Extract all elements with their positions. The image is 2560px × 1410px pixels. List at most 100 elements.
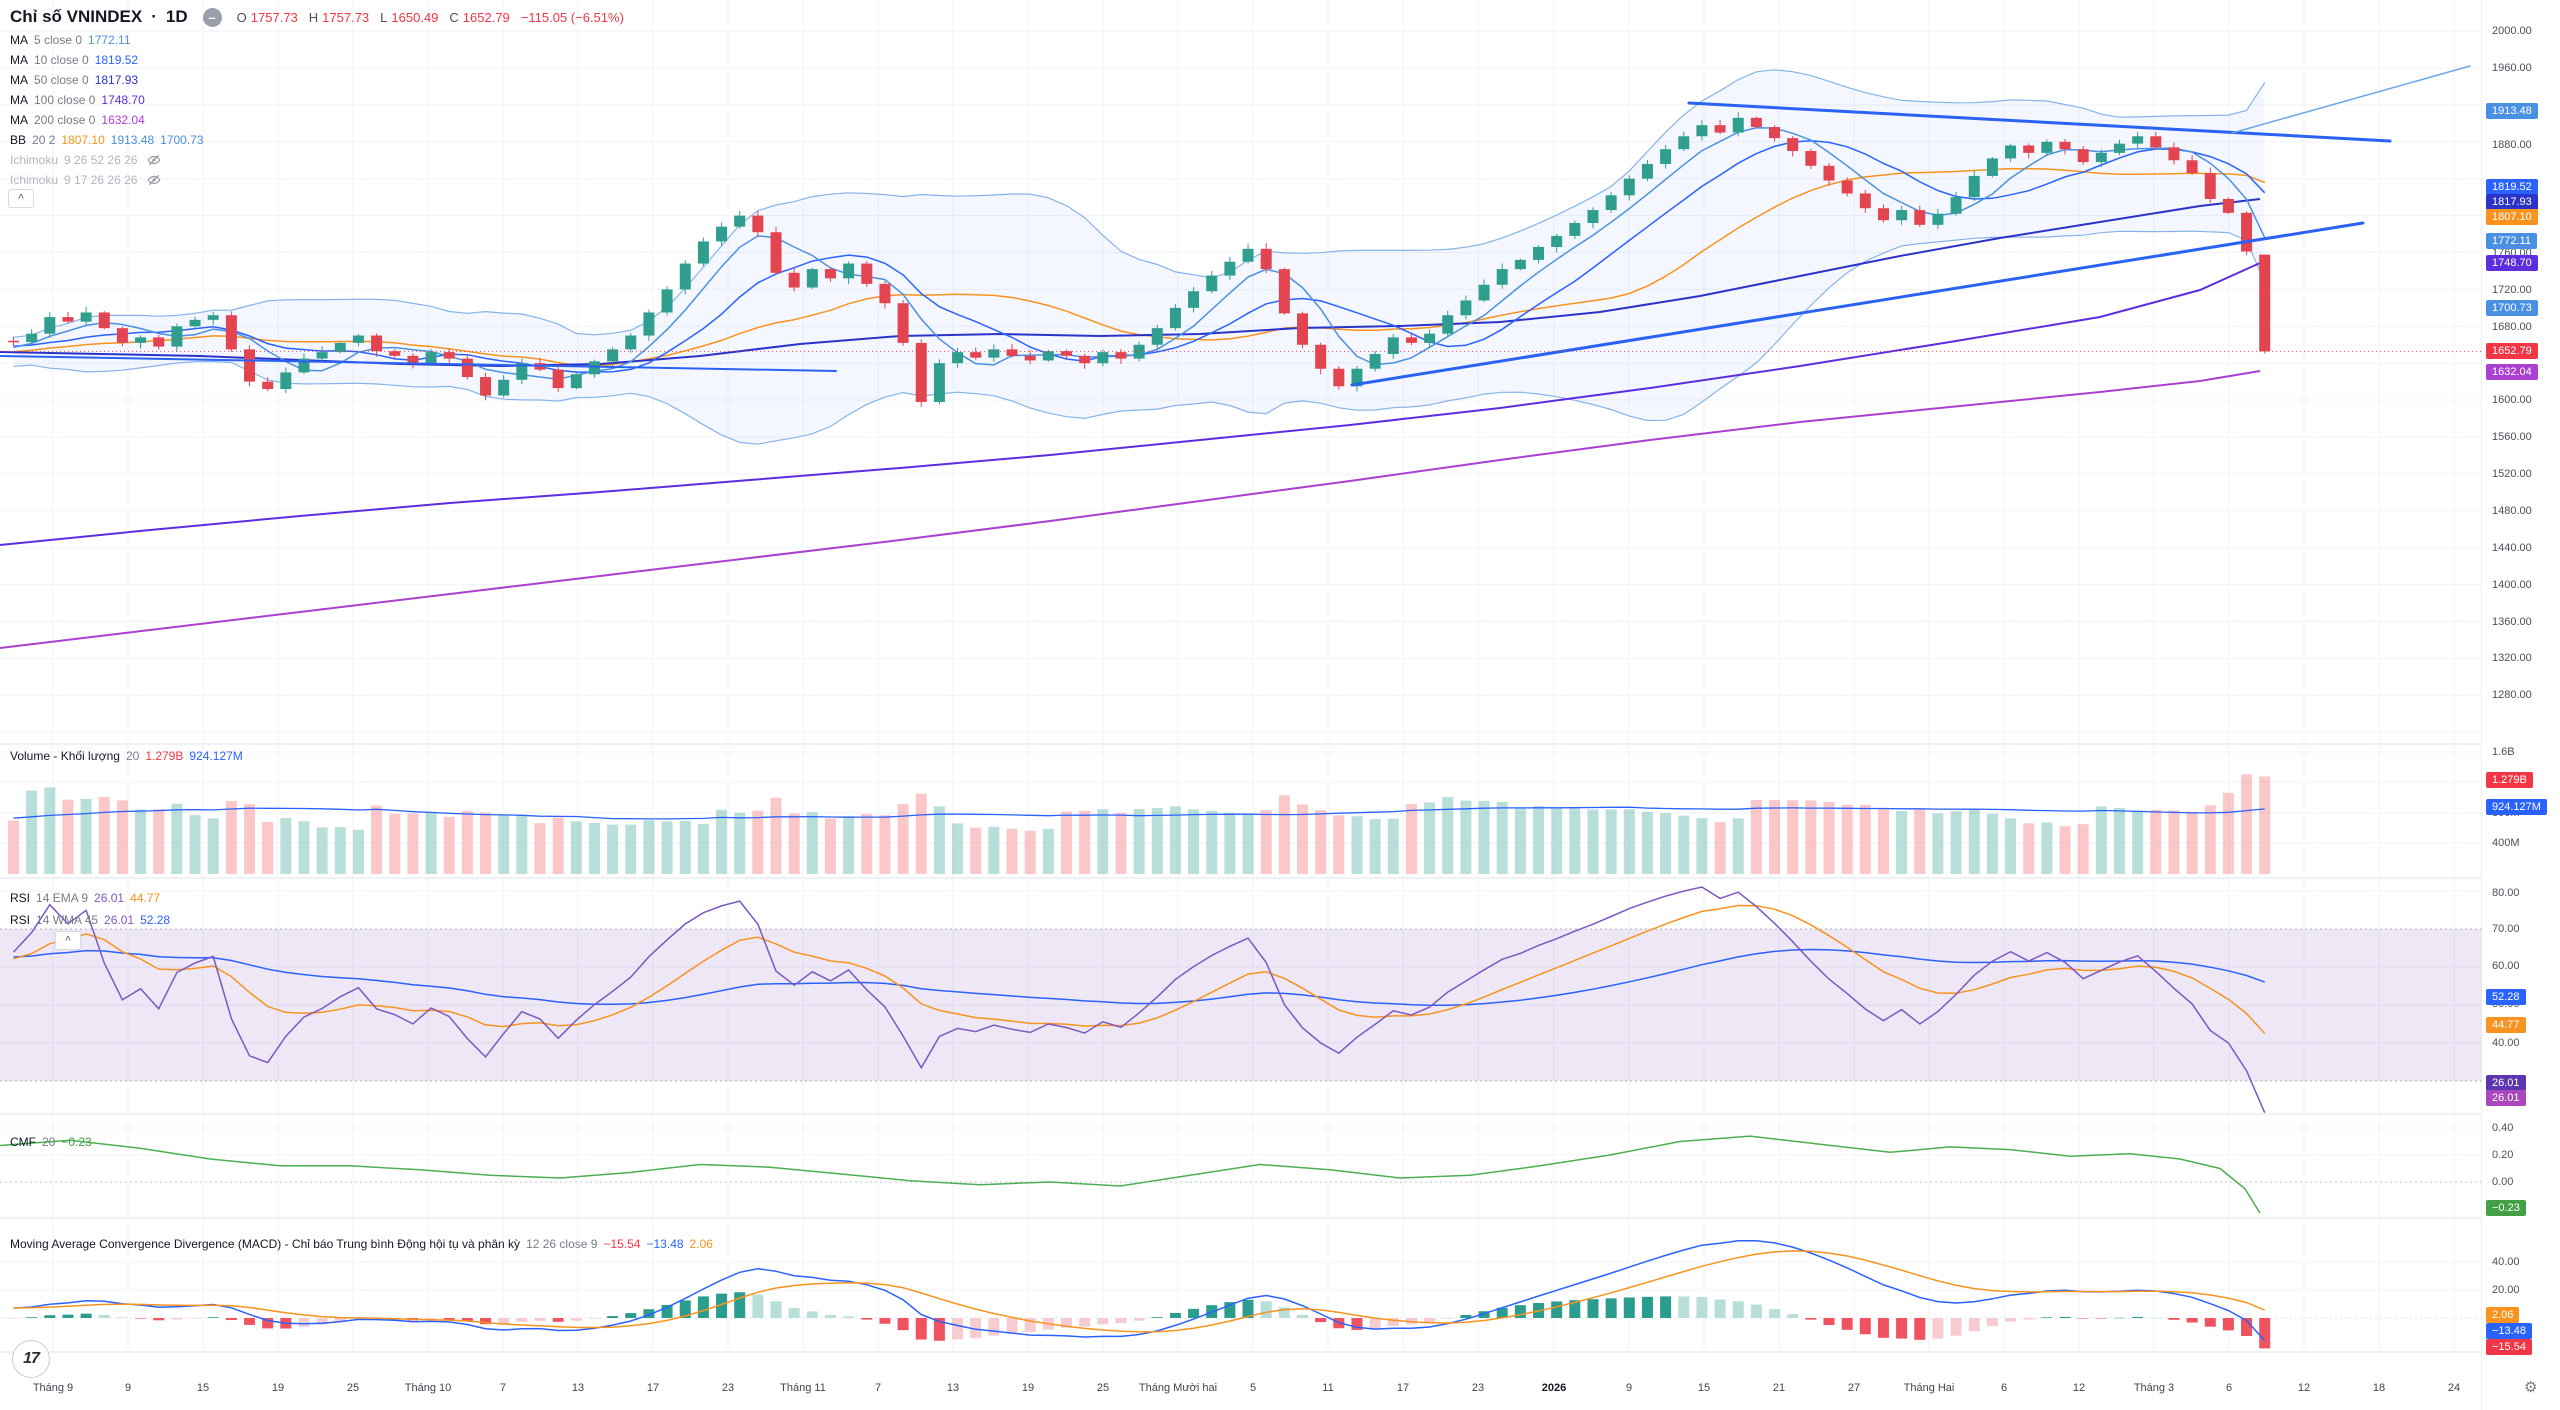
price-axis-tick: 1560.00 — [2492, 431, 2532, 443]
indicator-row-ma200[interactable]: MA 200 close 0 1632.04 — [10, 113, 145, 127]
price-axis-label: −0.23 — [2486, 1200, 2526, 1216]
indicator-row-ma5[interactable]: MA 5 close 0 1772.11 — [10, 33, 131, 47]
price-axis-tick: 1280.00 — [2492, 689, 2532, 701]
indicator-row-bb[interactable]: BB 20 2 1807.10 1913.48 1700.73 — [10, 133, 204, 147]
indicator-row-ma100[interactable]: MA 100 close 0 1748.70 — [10, 93, 145, 107]
price-axis-tick: 40.00 — [2492, 1256, 2520, 1268]
price-axis-tick: 20.00 — [2492, 1284, 2520, 1296]
close-value: 1652.79 — [462, 9, 510, 25]
eye-off-icon[interactable] — [147, 173, 161, 187]
low-value: 1650.49 — [391, 9, 439, 25]
symbol-title[interactable]: Chỉ số VNINDEX — [10, 7, 143, 26]
rsi-pane-collapse-button[interactable]: ^ — [55, 931, 81, 950]
rsi-value: 26.01 — [94, 891, 125, 905]
indicator-row-ichimoku-1[interactable]: Ichimoku 9 26 52 26 26 — [10, 150, 631, 170]
close-label: C — [449, 9, 459, 25]
cmf-line — [0, 1135, 2261, 1214]
symbol-row: Chỉ số VNINDEX · 1D – O 1757.73 H 1757.73 … — [10, 4, 631, 30]
price-axis-label: 52.28 — [2486, 989, 2526, 1005]
time-axis-label: Tháng Hai — [1903, 1382, 1955, 1394]
time-axis-label: 21 — [1772, 1382, 1786, 1394]
ma5-value: 1772.11 — [88, 33, 131, 47]
macd-value: −13.48 — [646, 1237, 684, 1251]
legend-visibility-icon[interactable]: – — [202, 7, 222, 27]
price-axis-label: 1.279B — [2486, 772, 2533, 788]
price-axis-label: −13.48 — [2486, 1323, 2532, 1339]
volume-title: Volume - Khối lượng — [10, 749, 120, 763]
time-axis-label: 6 — [2000, 1382, 2008, 1394]
price-axis-tick: 1520.00 — [2492, 468, 2532, 480]
time-axis-label: 9 — [1625, 1382, 1633, 1394]
price-axis-label: 26.01 — [2486, 1075, 2526, 1091]
rsi-ema-value: 44.77 — [130, 891, 161, 905]
price-axis-tick: 1480.00 — [2492, 505, 2532, 517]
price-axis-tick: 1360.00 — [2492, 616, 2532, 628]
price-axis-tick: 1880.00 — [2492, 139, 2532, 151]
rsi-legend[interactable]: RSI 14 EMA 9 26.01 44.77 RSI 14 WMA 45 2… — [10, 888, 170, 930]
macd-signal-value: 2.06 — [689, 1237, 713, 1251]
main-price-pane — [0, 65, 2482, 649]
axis-settings-icon[interactable]: ⚙ — [2524, 1379, 2538, 1396]
indicator-row-ma50[interactable]: MA 50 close 0 1817.93 — [10, 73, 139, 87]
low-label: L — [380, 9, 388, 25]
price-axis-tick: 1320.00 — [2492, 652, 2532, 664]
volume-pane — [8, 774, 2271, 874]
price-axis-tick: 2000.00 — [2492, 25, 2532, 37]
price-axis-tick: 80.00 — [2492, 887, 2520, 899]
cmf-legend[interactable]: CMF 20 −0.23 — [10, 1135, 92, 1149]
time-axis-label: Tháng 9 — [32, 1382, 74, 1394]
price-axis[interactable]: 2000.00 1960.00 1880.00 1760.00 1720.00 1680.… — [2482, 0, 2560, 1410]
time-axis-label: 12 — [2297, 1382, 2311, 1394]
indicator-row-ma10[interactable]: MA 10 close 0 1819.52 — [10, 53, 139, 67]
volume-value: 1.279B — [145, 749, 184, 763]
interval-button[interactable]: 1D — [165, 7, 188, 26]
rsi-row-1[interactable]: RSI 14 EMA 9 26.01 44.77 — [10, 891, 161, 905]
trendline-drawings[interactable] — [0, 65, 2471, 387]
price-axis-label: 26.01 — [2486, 1090, 2526, 1106]
price-axis-tick: 1600.00 — [2492, 394, 2532, 406]
time-axis-label: 25 — [346, 1382, 360, 1394]
rsi-row-2[interactable]: RSI 14 WMA 45 26.01 52.28 — [10, 913, 171, 927]
rsi-pane — [12, 886, 2266, 1113]
eye-off-icon[interactable] — [147, 153, 161, 167]
time-axis-label: 25 — [1096, 1382, 1110, 1394]
time-axis-label: Tháng Mười hai — [1138, 1382, 1218, 1394]
time-axis[interactable]: Tháng 9 9 15 19 25 Tháng 10 7 13 17 23 Tháng 11 7 13… — [0, 1352, 2482, 1410]
time-axis-label: 15 — [196, 1382, 210, 1394]
time-axis-label: 6 — [2225, 1382, 2233, 1394]
bb-basis-value: 1807.10 — [61, 133, 105, 147]
tradingview-logo-icon[interactable]: 17 — [12, 1340, 50, 1378]
macd-pane — [8, 1239, 2271, 1349]
time-axis-label: 23 — [721, 1382, 735, 1394]
price-axis-label: 1807.10 — [2486, 209, 2538, 225]
price-axis-tick: 1720.00 — [2492, 284, 2532, 296]
volume-legend[interactable]: Volume - Khối lượng 20 1.279B 924.127M — [10, 749, 243, 763]
price-axis-tick: 1400.00 — [2492, 579, 2532, 591]
time-axis-label: 27 — [1847, 1382, 1861, 1394]
price-axis-tick: 40.00 — [2492, 1037, 2520, 1049]
indicator-row-ichimoku-2[interactable]: Ichimoku 9 17 26 26 26 — [10, 170, 631, 190]
price-axis-label: 2.06 — [2486, 1307, 2520, 1323]
time-axis-label: 19 — [1021, 1382, 1035, 1394]
time-axis-label: 17 — [1396, 1382, 1410, 1394]
rsi2-value: 26.01 — [104, 913, 135, 927]
price-axis-label: 44.77 — [2486, 1017, 2526, 1033]
ma50-value: 1817.93 — [94, 73, 139, 87]
price-axis-tick: 400M — [2492, 837, 2520, 849]
price-axis-label: 1632.04 — [2486, 364, 2538, 380]
candlestick-series — [8, 112, 2271, 407]
macd-legend[interactable]: Moving Average Convergence Divergence (M… — [10, 1237, 713, 1251]
time-axis-label: 19 — [271, 1382, 285, 1394]
volume-ma-value: 924.127M — [189, 749, 243, 763]
rsi-wma-value: 52.28 — [140, 913, 171, 927]
macd-hist-value: −15.54 — [603, 1237, 641, 1251]
high-label: H — [308, 9, 319, 25]
high-value: 1757.73 — [322, 9, 370, 25]
main-pane-collapse-button[interactable]: ^ — [8, 189, 34, 208]
price-axis-label: 1748.70 — [2486, 255, 2538, 271]
price-axis-label: 1772.11 — [2486, 233, 2537, 249]
cmf-title: CMF — [10, 1135, 36, 1149]
price-axis-label: 1652.79 — [2486, 343, 2538, 359]
